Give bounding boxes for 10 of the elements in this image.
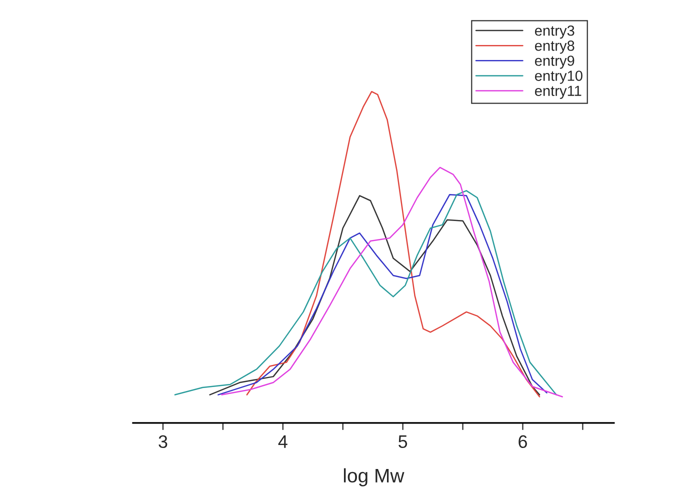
x-axis-title: log Mw [344, 468, 404, 486]
legend-label: entry9 [534, 56, 574, 69]
x-tick-label: 5 [398, 435, 408, 448]
x-tick-label: 4 [278, 435, 288, 448]
x-tick-label: 6 [518, 435, 527, 448]
legend-label: entry3 [534, 25, 574, 39]
legend-label: entry11 [534, 86, 582, 99]
legend-label: entry10 [534, 70, 582, 84]
legend-label: entry8 [534, 40, 574, 54]
x-tick-label: 3 [158, 435, 168, 448]
